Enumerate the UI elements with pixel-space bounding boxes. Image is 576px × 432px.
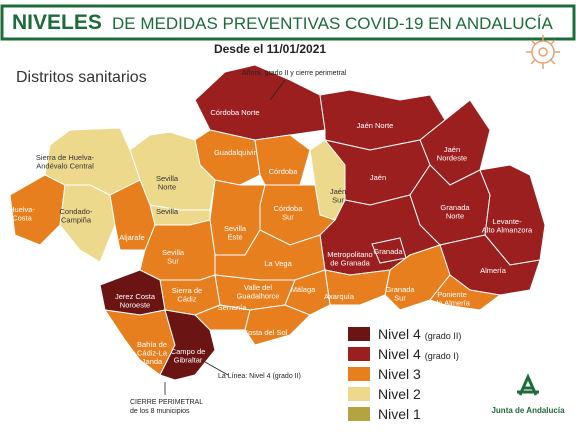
district-label: Condado-	[60, 207, 93, 216]
legend-swatch	[348, 367, 370, 381]
district-label: Sevilla	[162, 248, 185, 257]
district-label: Sierra de Huelva-	[36, 153, 95, 162]
logo-text: Junta de Andalucía	[491, 406, 565, 415]
district-label: Sur	[332, 195, 344, 204]
district-label: Costa del Sol	[243, 328, 288, 337]
district-label: Granada	[440, 203, 470, 212]
title-bold: NIVELES	[12, 11, 102, 34]
district-label: Poniente	[437, 290, 467, 299]
district-label: Granada	[385, 285, 415, 294]
legend: Nivel 4 (grado II) Nivel 4 (grado I) Nivel 3…	[348, 326, 461, 422]
district-label: de Almería	[434, 298, 471, 307]
annotation: La Línea: Nivel 4 (grado II)	[218, 373, 301, 380]
district-label: Axarquía	[324, 292, 355, 301]
district-label: Alto Almanzora	[482, 225, 533, 234]
map	[9, 64, 546, 381]
logo: Junta de Andalucía	[491, 373, 565, 415]
district-label: Sierra de	[172, 286, 202, 295]
district-label: Campiña	[61, 215, 92, 224]
district-label: Guadalquivir	[214, 148, 257, 157]
subtitle: Desde el 11/01/2021	[214, 42, 326, 56]
district-area	[59, 184, 116, 263]
district-area	[159, 309, 216, 381]
district-label: Almería	[480, 266, 507, 275]
district-label: Córdoba	[269, 167, 299, 176]
map-heading: Distritos sanitarios	[16, 69, 147, 86]
district-label: Sur	[282, 212, 294, 221]
district-label: Noroeste	[120, 300, 150, 309]
district-label: Málaga	[291, 285, 316, 294]
district-label: Sur	[394, 293, 406, 302]
district-label: Sevilla	[156, 207, 179, 216]
district-label: Granada	[373, 247, 403, 256]
district-label: Costa	[12, 213, 32, 222]
district-label: Guadalhorce	[237, 291, 280, 300]
district-label: Sevilla	[224, 224, 247, 233]
annotation: CIERRE PERIMETRAL	[130, 399, 203, 406]
annotation: de los 8 municipios	[130, 408, 190, 415]
district-label: de Granada	[330, 258, 370, 267]
district-label: Jaén	[330, 187, 346, 196]
district-label: Aljarafe	[119, 233, 144, 242]
legend-level: Nivel 3	[378, 366, 421, 382]
district-label: Jerez Costa	[115, 292, 156, 301]
district-label: Valle del	[244, 283, 273, 292]
district-area	[429, 274, 502, 311]
district-label: Gibraltar	[174, 355, 203, 364]
district-label: Serranía	[218, 303, 248, 312]
legend-swatch	[348, 407, 370, 421]
district-label: Norte	[158, 182, 176, 191]
district-label: Campo de	[171, 347, 206, 356]
district-label: Metropolitano	[327, 250, 372, 259]
district-label: Janda	[142, 357, 163, 366]
title-band	[0, 4, 576, 41]
district-label: Levante-	[492, 217, 522, 226]
district-area	[244, 304, 311, 346]
district-label: Norte	[446, 211, 464, 220]
district-label: Cádiz-La	[137, 348, 168, 357]
district-area	[284, 269, 331, 316]
district-label: Jaén Norte	[357, 121, 394, 130]
leader-lines	[164, 79, 286, 395]
legend-grade: (grado II)	[425, 331, 462, 341]
district-label: Sevilla	[156, 174, 179, 183]
legend-swatch	[348, 347, 370, 361]
district-label: Este	[227, 232, 242, 241]
district-label: Sur	[167, 256, 179, 265]
legend-level: Nivel 1	[378, 406, 421, 422]
legend-swatch	[348, 327, 370, 341]
district-label: Córdoba	[274, 204, 304, 213]
virus-icon	[526, 35, 560, 69]
legend-level: Nivel 4	[378, 326, 421, 342]
annotation: Añora: grado II y cierre perimetral	[242, 70, 347, 77]
district-label: Huelva-	[9, 205, 35, 214]
legend-swatch	[348, 387, 370, 401]
district-label: Andévalo Central	[36, 161, 94, 170]
district-label: Córdoba Norte	[210, 108, 259, 117]
district-label: Nordeste	[437, 153, 467, 162]
district-label: Jaén	[444, 145, 460, 154]
district-label: Jaén	[370, 173, 386, 182]
legend-level: Nivel 4	[378, 346, 421, 362]
district-label: La Vega	[264, 259, 292, 268]
legend-grade: (grado I)	[425, 351, 459, 361]
title: DE MEDIDAS PREVENTIVAS COVID-19 EN ANDAL…	[112, 14, 554, 33]
district-label: Cádiz	[177, 294, 196, 303]
district-label: Bahía de	[137, 340, 167, 349]
legend-level: Nivel 2	[378, 386, 421, 402]
